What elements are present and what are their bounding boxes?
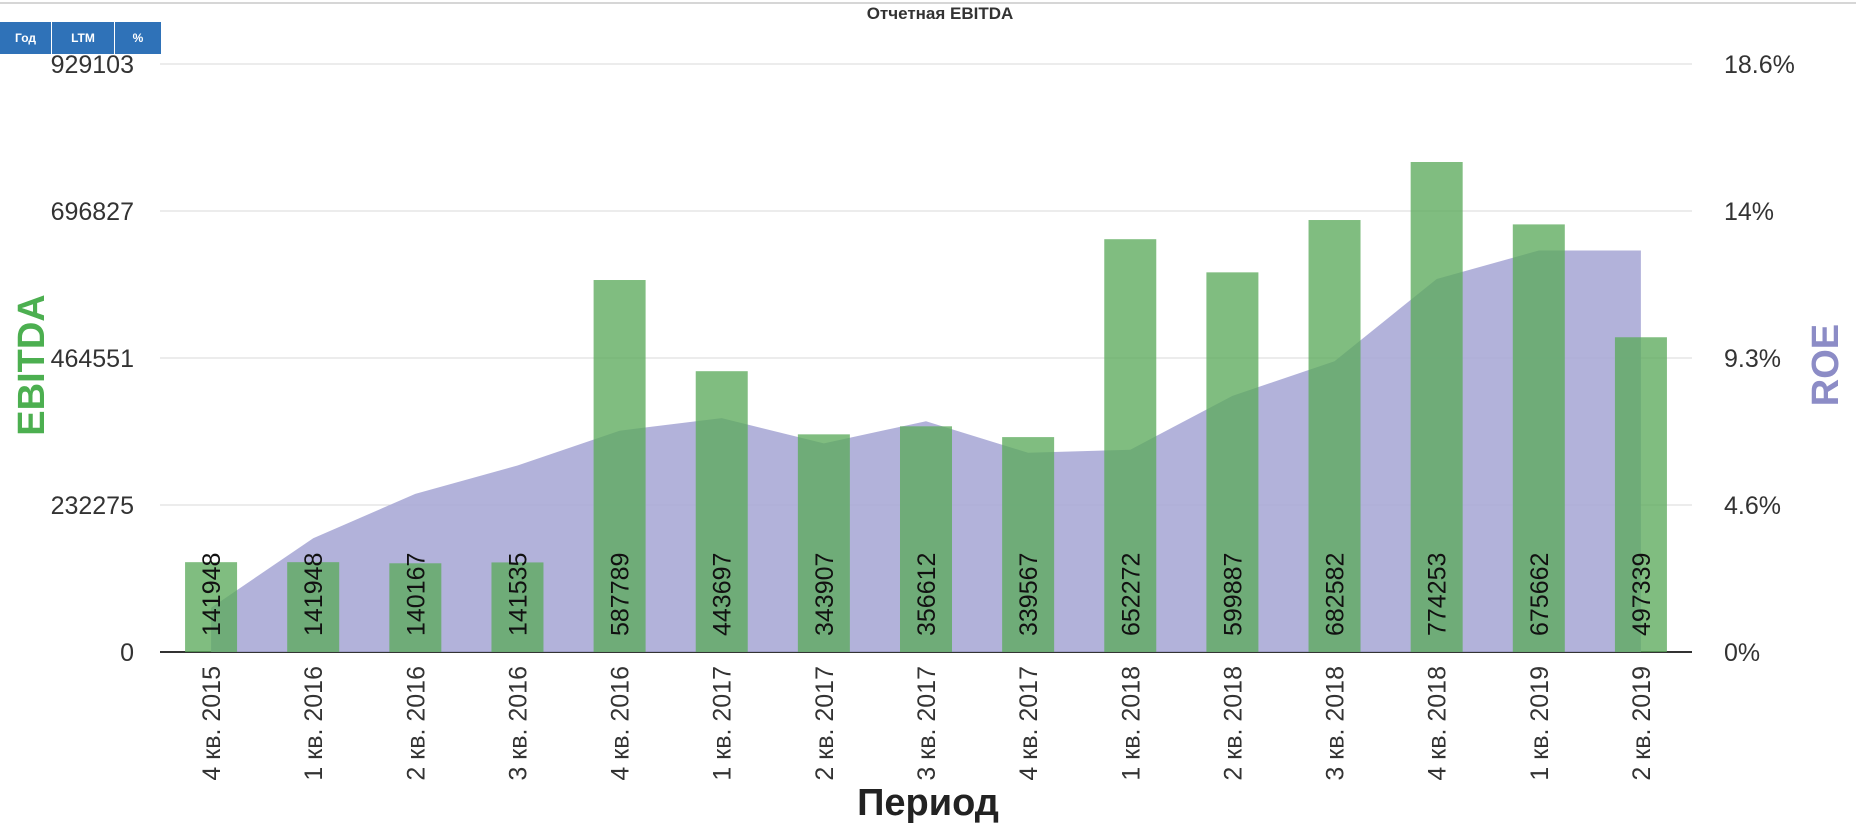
y2-tick-label: 4.6% [1724,492,1781,520]
y-tick-label: 0 [120,639,134,667]
x-axis-title: Период [857,782,999,824]
bar-value-label: 339567 [1015,553,1043,636]
chart-title: Отчетная EBITDA [867,4,1014,23]
top-divider [0,2,1856,4]
bar-value-label: 675662 [1526,553,1554,636]
bar-value-label: 774253 [1424,553,1452,636]
x-tick-label: 3 кв. 2017 [913,666,941,781]
bar-value-label: 587789 [607,553,635,636]
bar-value-label: 652272 [1117,553,1145,636]
x-tick-label: 4 кв. 2016 [607,666,635,781]
ebitda-bar [1410,161,1463,652]
ebitda-bar [1002,437,1055,652]
percent-button[interactable]: % [115,22,161,54]
y-axis-right: 0% 4.6% 9.3% 14% 18.6% [1724,51,1795,667]
y2-tick-label: 18.6% [1724,51,1795,79]
x-tick-label: 2 кв. 2018 [1219,666,1247,781]
bar-value-label: 682582 [1322,553,1350,636]
y-axis-title-left: EBITDA [11,294,53,435]
x-axis: 4 кв. 2015 1 кв. 2016 2 кв. 2016 3 кв. 2016… [198,666,1656,781]
x-tick-label: 2 кв. 2016 [402,666,430,781]
ebitda-bar [491,562,544,652]
ebitda-bar [1308,220,1361,652]
ebitda-bar [185,562,238,652]
year-button[interactable]: Год [0,22,52,54]
value-labels: 141948 141948 140167 141535 587789 443697 3439… [198,553,1656,636]
x-tick-label: 4 кв. 2015 [198,666,226,781]
x-tick-label: 3 кв. 2016 [504,666,532,781]
ebitda-bar [900,426,952,652]
y2-tick-label: 9.3% [1724,345,1781,373]
ebitda-bar [1614,337,1667,652]
x-tick-label: 3 кв. 2018 [1322,666,1350,781]
bars [185,161,1667,652]
x-tick-label: 1 кв. 2016 [300,666,328,781]
ebitda-bar [695,371,748,652]
y-tick-label: 232275 [51,492,134,520]
ebitda-bar [1206,272,1259,652]
y-axis-title-right: ROE [1805,324,1847,406]
ebitda-bar [389,563,442,652]
bar-value-label: 141948 [198,553,226,636]
ebitda-bar [593,280,646,652]
y2-tick-label: 0% [1724,639,1760,667]
bar-value-label: 141948 [300,553,328,636]
ltm-button[interactable]: LTM [52,22,115,54]
ebitda-bar [1512,224,1565,652]
x-tick-label: 4 кв. 2018 [1424,666,1452,781]
x-tick-label: 4 кв. 2017 [1015,666,1043,781]
ebitda-bar [797,434,850,652]
bar-value-label: 141535 [504,553,532,636]
bar-value-label: 443697 [709,553,737,636]
y-tick-label: 929103 [51,51,134,79]
bar-value-label: 140167 [402,553,430,636]
ebitda-bar [287,562,340,652]
bar-value-label: 343907 [811,553,839,636]
y-axis-left: 0 232275 464551 696827 929103 [51,51,134,667]
y-tick-label: 464551 [51,345,134,373]
bar-value-label: 356612 [913,553,941,636]
period-toolbar: Год LTM % [0,22,161,54]
bar-value-label: 497339 [1628,553,1656,636]
bar-value-label: 599887 [1219,553,1247,636]
x-tick-label: 2 кв. 2017 [811,666,839,781]
x-tick-label: 1 кв. 2019 [1526,666,1554,781]
y2-tick-label: 14% [1724,198,1774,226]
y-tick-label: 696827 [51,198,134,226]
x-tick-label: 1 кв. 2018 [1117,666,1145,781]
ebitda-bar [1104,239,1157,652]
x-tick-label: 1 кв. 2017 [709,666,737,781]
x-tick-label: 2 кв. 2019 [1628,666,1656,781]
